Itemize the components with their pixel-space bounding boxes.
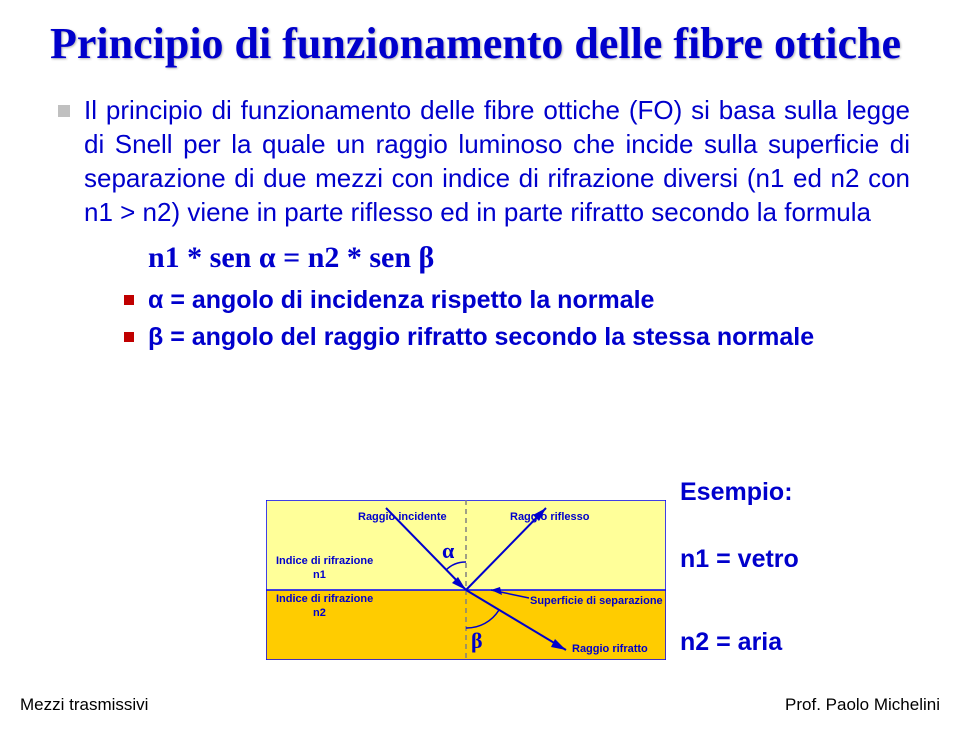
example-n1: n1 = vetro [680,545,799,574]
example-heading: Esempio: [680,478,793,507]
alpha-symbol: α [442,538,455,563]
refraction-diagram: Raggio incidente Raggio riflesso Indice … [266,500,666,660]
sub-beta: β = angolo del raggio rifratto secondo l… [116,322,910,353]
slide-title: Principio di funzionamento delle fibre o… [50,20,910,68]
footer-right: Prof. Paolo Michelini [785,695,940,715]
body-list: Il principio di funzionamento delle fibr… [50,94,910,353]
label-idx-n2-b: n2 [313,607,326,619]
label-superficie: Superficie di separazione [530,595,663,607]
slide: Principio di funzionamento delle fibre o… [0,0,960,731]
beta-symbol: β [471,628,483,653]
label-idx-n1-a: Indice di rifrazione [276,555,373,567]
label-idx-n2-a: Indice di rifrazione [276,593,373,605]
example-n2: n2 = aria [680,628,782,657]
body-text: Il principio di funzionamento delle fibr… [84,95,910,226]
body-item: Il principio di funzionamento delle fibr… [50,94,910,353]
formula: n1 * sen α = n2 * sen β [148,238,910,277]
label-raggio-riflesso: Raggio riflesso [510,511,590,523]
footer-left: Mezzi trasmissivi [20,695,148,715]
label-idx-n1-b: n1 [313,569,326,581]
sub-list: α = angolo di incidenza rispetto la norm… [116,285,910,354]
label-raggio-incidente: Raggio incidente [358,511,447,523]
sub-alpha: α = angolo di incidenza rispetto la norm… [116,285,910,316]
label-raggio-rifratto: Raggio rifratto [572,643,648,655]
